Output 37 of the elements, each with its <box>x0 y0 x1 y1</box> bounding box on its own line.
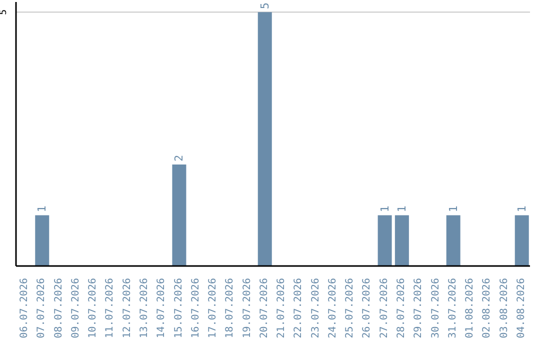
x-tick-label: 29.07.2026 <box>413 278 424 338</box>
x-tick-label: 28.07.2026 <box>396 278 407 338</box>
x-tick-label: 30.07.2026 <box>430 278 442 338</box>
data-label: 2 <box>172 154 186 162</box>
x-tick-label: 26.07.2026 <box>362 278 373 338</box>
x-tick-label: 31.07.2026 <box>447 278 458 338</box>
x-tick-label: 01.08.2026 <box>464 278 476 338</box>
x-tick-label: 20.07.2026 <box>258 278 270 338</box>
data-label: 1 <box>446 206 460 212</box>
x-tick-label: 14.07.2026 <box>156 278 168 338</box>
x-tick-label: 10.07.2026 <box>88 278 99 338</box>
x-tick-label: 18.07.2026 <box>224 278 236 338</box>
data-label: 1 <box>36 206 49 212</box>
x-tick-label: 02.08.2026 <box>482 278 493 338</box>
x-tick-label: 07.07.2026 <box>36 278 48 338</box>
x-tick-label: 19.07.2026 <box>242 278 253 338</box>
x-tick-label: 17.07.2026 <box>208 278 219 338</box>
x-tick-label: 03.08.2026 <box>498 278 510 338</box>
data-label: 1 <box>378 206 392 212</box>
x-tick-label: 04.08.2026 <box>516 278 527 338</box>
x-tick-label: 27.07.2026 <box>378 278 390 338</box>
x-tick-label: 22.07.2026 <box>293 278 304 338</box>
x-tick-label: 11.07.2026 <box>104 278 116 338</box>
x-tick-label: 25.07.2026 <box>344 278 356 338</box>
x-tick-label: 15.07.2026 <box>173 278 184 338</box>
x-tick-label: 12.07.2026 <box>122 278 133 338</box>
x-tick-label: 09.07.2026 <box>70 278 82 338</box>
data-label: 1 <box>515 206 528 212</box>
x-tick-label: 08.07.2026 <box>53 278 64 338</box>
x-tick-label: 16.07.2026 <box>190 278 202 338</box>
x-tick-label: 21.07.2026 <box>276 278 288 338</box>
x-tick-label: 23.07.2026 <box>310 278 322 338</box>
x-tick-label: 13.07.2026 <box>139 278 150 338</box>
data-label: 1 <box>395 206 408 212</box>
x-tick-label: 24.07.2026 <box>327 278 338 338</box>
x-tick-label: 06.07.2026 <box>19 278 30 338</box>
data-label: 5 <box>258 2 272 10</box>
